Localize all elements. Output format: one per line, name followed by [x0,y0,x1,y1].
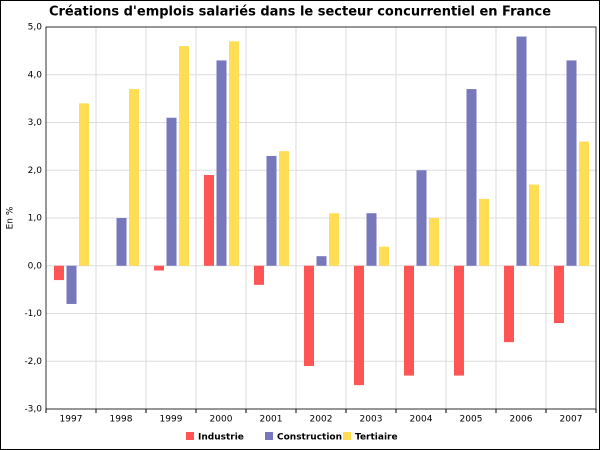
bar [329,213,339,266]
bar [529,184,539,266]
bar [154,265,164,271]
bar [379,246,389,266]
bar [204,175,214,266]
bar [66,265,77,304]
legend-swatch [265,432,273,440]
bar [366,213,377,266]
bar [404,265,414,376]
legend-swatch [186,432,194,440]
bar [279,151,289,266]
y-tick-label: 4,0 [28,70,43,80]
bar [129,89,139,266]
x-tick-label: 2004 [410,415,433,425]
bar [454,265,464,376]
bar [229,41,239,266]
y-tick-label: 0,0 [28,261,43,271]
bar [354,265,364,386]
bar [566,60,577,266]
bar [579,141,589,266]
bar [179,46,189,266]
x-tick-label: 2006 [510,415,533,425]
y-axis-label: En % [6,206,16,229]
legend-swatch [343,432,351,440]
bar [554,265,564,324]
legend-label: Tertiaire [355,433,398,443]
x-tick-label: 2002 [310,415,333,425]
x-tick-label: 2005 [460,415,483,425]
y-tick-label: 2,0 [28,166,43,176]
x-tick-label: 1998 [110,415,133,425]
bar [216,60,227,266]
y-tick-label: -3,0 [24,405,42,415]
y-tick-label: -2,0 [24,357,42,367]
x-tick-label: 1999 [160,415,183,425]
bar [54,265,64,281]
bar [416,170,427,266]
y-tick-label: 5,0 [28,23,43,33]
bar [166,117,177,266]
y-tick-label: -1,0 [24,309,42,319]
bar [479,198,489,266]
bar [116,218,127,266]
legend-label: Construction [277,433,342,443]
bar [429,218,439,266]
bar [316,256,327,266]
chart-title: Créations d'emplois salariés dans le sec… [49,5,551,20]
bar [304,265,314,367]
bar [79,103,89,266]
x-tick-label: 1997 [60,415,83,425]
x-tick-label: 2007 [560,415,583,425]
y-tick-label: 3,0 [28,118,43,128]
bar [504,265,514,343]
x-tick-label: 2001 [260,415,283,425]
x-tick-label: 2000 [210,415,233,425]
bar [466,89,477,266]
plot-border [45,26,597,410]
x-tick-label: 2003 [360,415,383,425]
bar [266,155,277,266]
bar [516,36,527,266]
y-tick-label: 1,0 [28,214,43,224]
bar [254,265,264,285]
legend-label: Industrie [198,433,244,443]
